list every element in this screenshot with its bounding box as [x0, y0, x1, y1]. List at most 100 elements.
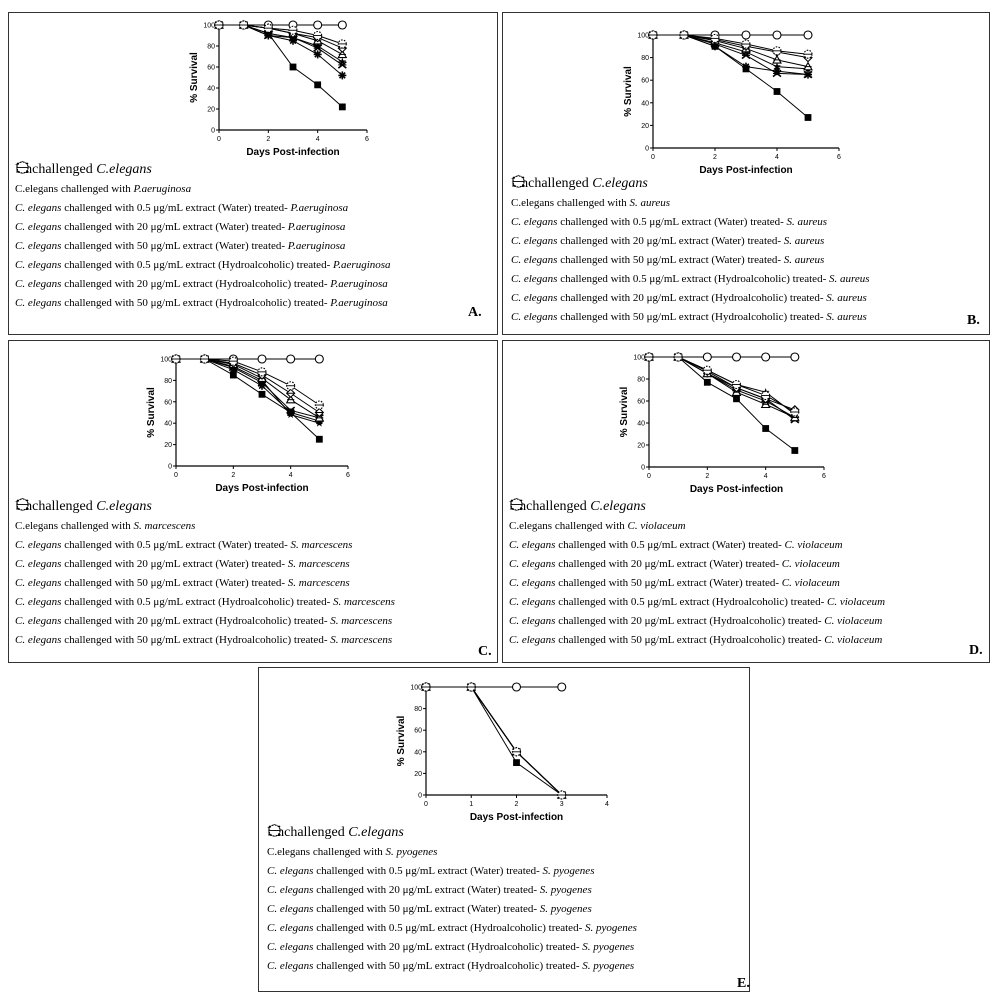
series-dotted-circle	[421, 682, 567, 800]
data-point	[773, 88, 781, 95]
data-point	[257, 367, 267, 377]
x-tick-label: 2	[231, 472, 235, 479]
y-tick-label: 80	[414, 706, 422, 713]
panel-b: 0 2 4 6 0 20 40 60 80 100 Days Post-infection% Sur…	[502, 12, 990, 335]
panel-a-legend: Unchallenged C.elegans C.elegans challeng…	[15, 160, 391, 312]
panel-e: 0 1 2 3 4 0 20 40 60 80 100 Days Post-infection% Su…	[258, 667, 750, 992]
dotted-circle-icon	[512, 175, 525, 188]
legend-text: C. elegans challenged with 20 μg/mL extr…	[267, 940, 635, 953]
x-axis-label: Days Post-infection	[470, 812, 563, 823]
legend-item: C. elegans challenged with 50 μg/mL extr…	[511, 175, 870, 326]
legend-text: C.elegans challenged with P.aeruginosa	[15, 182, 192, 195]
data-point	[762, 425, 770, 432]
legend-item: Unchallenged C.elegans	[15, 160, 391, 179]
legend-item: Unchallenged C.elegans	[511, 174, 870, 193]
legend-text: C. elegans challenged with 20 μg/mL extr…	[15, 220, 346, 233]
x-axis-label: Days Post-infection	[699, 165, 792, 176]
legend-item: Unchallenged C.elegans	[15, 497, 395, 516]
data-point	[741, 30, 751, 40]
dotted-circle-icon	[16, 498, 29, 511]
series-filled-square	[422, 683, 566, 799]
y-tick-label: 20	[637, 443, 645, 450]
data-point	[313, 20, 323, 30]
data-point	[761, 390, 771, 401]
legend-item: C.elegans challenged with S. pyogenes	[267, 825, 637, 861]
x-tick-label: 6	[346, 472, 350, 479]
panel-c: 0 2 4 6 0 20 40 60 80 100 Days Post-infection% Sur…	[8, 340, 498, 663]
legend-item: C. elegans challenged with 20 μg/mL extr…	[15, 499, 395, 573]
legend-text: C. elegans challenged with 0.5 μg/mL ext…	[509, 595, 886, 608]
legend-text: C. elegans challenged with 0.5 μg/mL ext…	[15, 201, 349, 214]
data-point	[733, 395, 740, 403]
legend-text: C. elegans challenged with 20 μg/mL extr…	[15, 614, 393, 627]
legend-text: Unchallenged C.elegans	[267, 824, 404, 840]
panel-label: E.	[737, 976, 750, 991]
data-point	[803, 70, 813, 79]
data-point	[772, 54, 782, 64]
series-dotted-circle	[214, 20, 347, 49]
data-point	[421, 682, 431, 692]
panel-b-legend: Unchallenged C.elegans C.elegans challeng…	[511, 174, 870, 326]
data-point	[313, 41, 322, 50]
legend-item: C. elegans challenged with 0.5 μg/mL ext…	[15, 497, 395, 611]
data-point	[288, 25, 298, 35]
data-point	[337, 49, 348, 59]
legend-item: C. elegans challenged with 20 μg/mL extr…	[267, 824, 637, 956]
panel-label: C.	[478, 644, 492, 659]
y-tick-label: 40	[414, 749, 422, 756]
x-tick-label: 2	[266, 136, 270, 143]
data-point	[760, 399, 771, 409]
series-filled-star	[422, 682, 566, 799]
data-point	[257, 354, 267, 364]
data-point	[313, 50, 322, 59]
data-point	[285, 394, 296, 404]
x-tick-label: 4	[605, 801, 609, 808]
data-point	[790, 407, 800, 417]
x-tick-label: 4	[289, 472, 293, 479]
data-point	[731, 352, 742, 362]
series-line	[176, 358, 320, 419]
legend-item: C.elegans challenged with C. violaceum	[509, 499, 885, 535]
y-tick-label: 60	[637, 399, 645, 406]
data-point	[315, 419, 324, 427]
y-tick-label: 100	[203, 23, 215, 30]
legend-text: C.elegans challenged with S. aureus	[511, 196, 671, 209]
series-filled-square	[215, 21, 346, 111]
data-point	[264, 29, 273, 37]
legend-item: C. elegans challenged with 20 μg/mL extr…	[15, 162, 391, 236]
legend-text: C. elegans challenged with 0.5 μg/mL ext…	[267, 864, 595, 877]
y-tick-label: 40	[164, 421, 172, 428]
data-point	[229, 371, 237, 379]
legend-text: C. elegans challenged with 50 μg/mL extr…	[15, 633, 393, 646]
data-point	[803, 61, 813, 71]
x-tick-label: 6	[365, 136, 369, 143]
data-point	[239, 20, 249, 30]
y-tick-label: 100	[160, 357, 172, 364]
legend-item: C. elegans challenged with 50 μg/mL extr…	[509, 498, 885, 649]
legend-text: C. elegans challenged with 50 μg/mL extr…	[267, 902, 592, 915]
y-tick-label: 20	[641, 123, 649, 130]
legend-text: Unchallenged C.elegans	[511, 175, 648, 191]
legend-text: C.elegans challenged with S. pyogenes	[267, 845, 438, 858]
y-axis-label: % Survival	[146, 387, 157, 438]
y-tick-label: 60	[164, 399, 172, 406]
legend-item: C. elegans challenged with 0.5 μg/mL ext…	[15, 160, 391, 274]
legend-item: C.elegans challenged with P.aeruginosa	[15, 162, 391, 198]
legend-item: Unchallenged C.elegans	[509, 497, 885, 516]
legend-text: C. elegans challenged with 0.5 μg/mL ext…	[15, 595, 395, 608]
y-tick-label: 20	[207, 107, 215, 114]
data-point	[511, 682, 522, 692]
legend-text: C. elegans challenged with 20 μg/mL extr…	[267, 883, 592, 896]
series-x-cross	[648, 31, 813, 79]
series-open-diamond	[171, 354, 325, 418]
series-line	[426, 686, 563, 796]
data-point	[773, 62, 781, 71]
data-point	[313, 30, 323, 41]
series-line	[649, 356, 796, 421]
data-point	[228, 356, 238, 366]
data-point	[338, 103, 346, 111]
data-point	[710, 33, 720, 43]
data-point	[702, 352, 712, 362]
y-tick-label: 80	[641, 55, 649, 62]
